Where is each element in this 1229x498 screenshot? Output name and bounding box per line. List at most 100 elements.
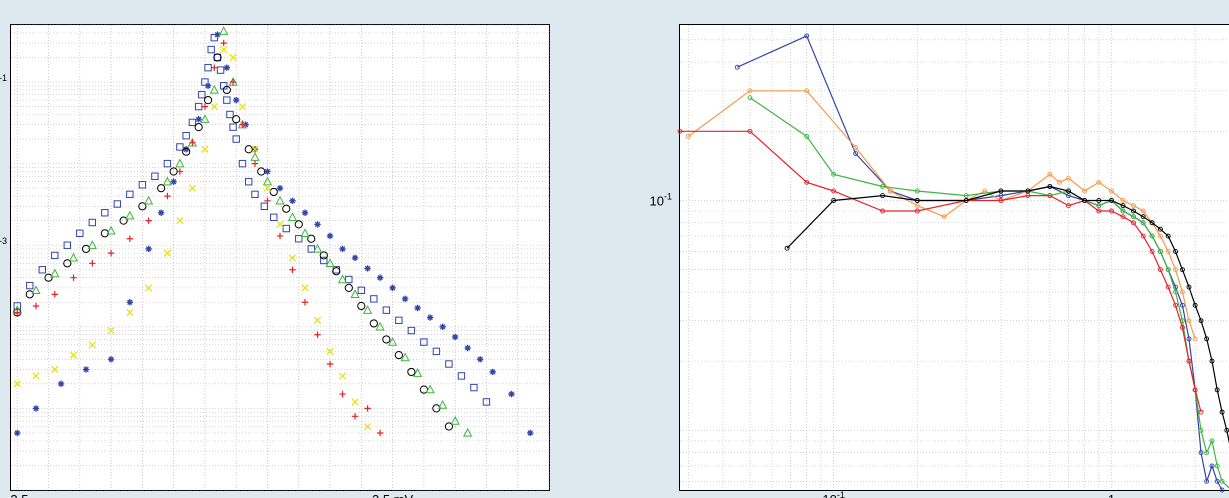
data-point: [370, 295, 378, 303]
data-point: [1186, 336, 1192, 342]
data-point: [412, 368, 423, 377]
data-point: [1192, 302, 1198, 308]
data-point: [251, 145, 259, 153]
data-point: [325, 258, 335, 268]
data-point: [188, 184, 197, 192]
data-point: [126, 235, 134, 242]
data-point: [444, 422, 454, 431]
y-tick-label: 10-3: [0, 236, 7, 253]
data-point: [482, 398, 491, 406]
data-point: [357, 286, 366, 295]
data-point: [387, 337, 398, 346]
data-point: [14, 309, 21, 316]
data-point: [263, 184, 272, 192]
data-point: [1179, 289, 1185, 295]
data-point: [125, 210, 135, 220]
data-point: [260, 202, 269, 210]
data-point: [1047, 184, 1053, 189]
data-point: [1082, 188, 1088, 194]
data-point: [470, 383, 478, 392]
data-point: [1192, 387, 1198, 393]
series-circle-black: [13, 53, 454, 431]
data-point: [87, 240, 97, 249]
data-point: [407, 326, 416, 335]
data-point: [400, 352, 410, 362]
series-line-green: [747, 95, 1229, 491]
data-point: [450, 415, 460, 425]
data-point: [357, 301, 366, 311]
series-triangle-green: [12, 26, 473, 437]
data-point: [369, 319, 378, 328]
data-point: [126, 190, 134, 199]
data-point: [1179, 302, 1185, 308]
data-point: [804, 179, 810, 185]
data-point: [1109, 198, 1114, 203]
data-point: [1096, 198, 1102, 203]
data-point: [1149, 249, 1155, 254]
data-point: [831, 171, 837, 177]
data-point: [364, 265, 371, 272]
data-point: [313, 316, 322, 324]
data-point: [747, 88, 753, 94]
data-point: [81, 244, 91, 254]
data-point: [232, 115, 241, 124]
data-point: [326, 232, 334, 240]
right-chart-svg: 10-1 1 10-1: [650, 25, 1229, 498]
data-point: [201, 103, 209, 110]
data-point: [262, 176, 273, 186]
data-point: [1120, 208, 1126, 214]
data-point: [880, 208, 886, 214]
data-point: [887, 188, 893, 194]
data-point: [201, 145, 209, 153]
x-tick-label: -2.5: [6, 492, 28, 498]
data-point: [1165, 249, 1171, 254]
data-point: [138, 181, 147, 189]
data-point: [1131, 203, 1136, 209]
data-point: [1149, 233, 1155, 239]
data-point: [68, 252, 79, 262]
data-point: [107, 356, 115, 363]
data-point: [301, 209, 309, 216]
y-tick-label: 10-1: [0, 73, 7, 90]
data-point: [1214, 478, 1220, 484]
data-point: [238, 102, 247, 111]
data-point: [1057, 179, 1062, 185]
data-point: [438, 399, 448, 409]
data-point: [162, 176, 173, 186]
data-point: [376, 274, 384, 281]
data-point: [51, 251, 59, 260]
data-point: [275, 195, 285, 205]
data-point: [1204, 336, 1210, 342]
data-point: [831, 198, 837, 203]
data-point: [300, 228, 310, 237]
data-point: [211, 64, 218, 71]
data-point: [288, 254, 297, 262]
x-tick-label: 10-1: [822, 490, 844, 498]
data-point: [220, 39, 227, 47]
data-point: [351, 413, 359, 420]
data-point: [363, 422, 372, 431]
data-point: [210, 102, 218, 111]
data-point: [1204, 478, 1210, 484]
data-point: [88, 341, 96, 349]
data-point: [998, 193, 1004, 199]
data-point: [1165, 284, 1171, 290]
data-point: [294, 220, 303, 229]
data-point: [1157, 233, 1163, 239]
data-point: [176, 168, 184, 175]
data-point: [1120, 214, 1126, 220]
data-point: [338, 372, 347, 380]
data-point: [463, 427, 473, 437]
data-point: [113, 200, 122, 208]
data-point: [326, 360, 334, 368]
data-point: [1140, 220, 1146, 226]
data-point: [1066, 175, 1071, 181]
data-point: [182, 131, 190, 140]
left-chart-panel: -2.5 2.5 mV 10-1 10-3: [0, 24, 550, 498]
data-point: [195, 116, 202, 123]
data-point: [229, 78, 237, 86]
data-point: [119, 216, 128, 225]
data-point: [1214, 387, 1220, 393]
data-point: [804, 33, 810, 39]
data-point: [14, 429, 21, 437]
